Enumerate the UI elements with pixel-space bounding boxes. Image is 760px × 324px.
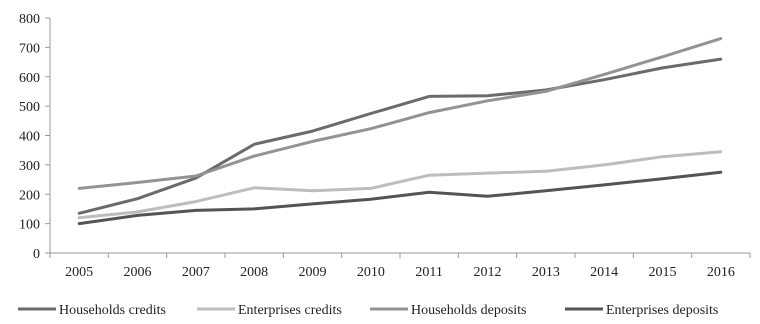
chart-legend: Households credits Enterprises credits Hou… bbox=[18, 303, 718, 318]
y-tick-label: 200 bbox=[19, 188, 40, 203]
x-tick-label: 2012 bbox=[474, 265, 502, 280]
series-line-households-credits bbox=[77, 57, 723, 215]
legend-item: Households credits bbox=[18, 303, 166, 318]
y-tick-label: 600 bbox=[19, 71, 40, 86]
chart-axes: 0 100 200 300 400 500 600 700 800 2005 2006 2007 200… bbox=[19, 12, 751, 280]
y-tick-label: 300 bbox=[19, 159, 40, 174]
legend-label: Enterprises deposits bbox=[606, 303, 718, 318]
x-tick-label: 2013 bbox=[532, 265, 560, 280]
legend-label: Households credits bbox=[59, 303, 166, 318]
x-tick-label: 2015 bbox=[649, 265, 677, 280]
x-tick-label: 2007 bbox=[182, 265, 210, 280]
series-lines bbox=[77, 37, 723, 226]
series-line-enterprises-credits bbox=[77, 150, 723, 220]
x-tick-label: 2010 bbox=[357, 265, 385, 280]
y-tick-label: 100 bbox=[19, 218, 40, 233]
y-tick-label: 700 bbox=[19, 41, 40, 56]
x-tick-label: 2016 bbox=[707, 265, 735, 280]
legend-item: Households deposits bbox=[370, 303, 527, 318]
legend-label: Households deposits bbox=[411, 303, 527, 318]
series-line-households-deposits bbox=[77, 37, 723, 190]
x-tick-label: 2009 bbox=[299, 265, 327, 280]
x-tick-label: 2011 bbox=[415, 265, 442, 280]
y-tick-label: 400 bbox=[19, 130, 40, 145]
legend-item: Enterprises credits bbox=[197, 303, 342, 318]
legend-label: Enterprises credits bbox=[238, 303, 342, 318]
x-tick-label: 2006 bbox=[124, 265, 152, 280]
x-tick-label: 2008 bbox=[240, 265, 268, 280]
legend-item: Enterprises deposits bbox=[565, 303, 718, 318]
x-tick-label: 2005 bbox=[65, 265, 93, 280]
x-tick-label: 2014 bbox=[590, 265, 618, 280]
y-tick-label: 0 bbox=[33, 247, 40, 262]
y-tick-label: 500 bbox=[19, 100, 40, 115]
series-line-enterprises-deposits bbox=[77, 170, 723, 226]
y-tick-label: 800 bbox=[19, 12, 40, 27]
